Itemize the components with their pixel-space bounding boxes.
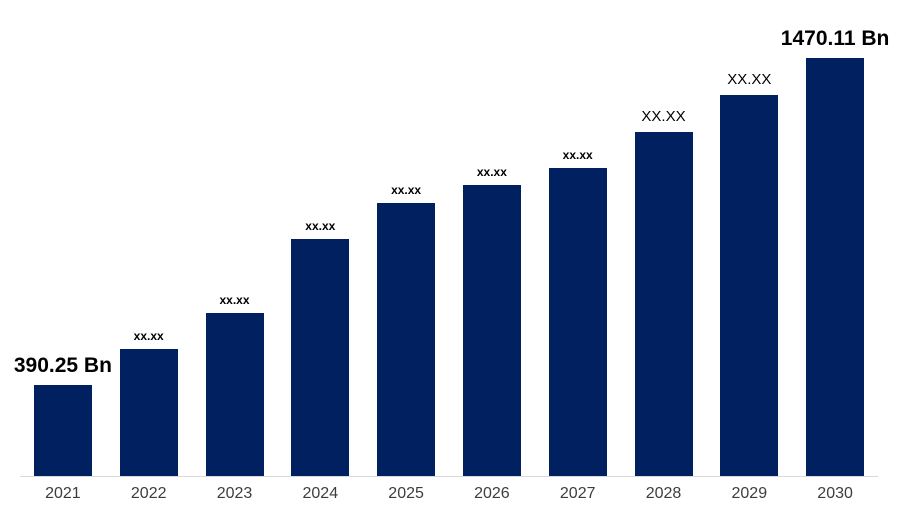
bar-2026 — [462, 185, 521, 476]
x-axis-tick-label: 2029 — [731, 485, 768, 502]
bar-2027 — [548, 168, 607, 476]
bar-2025 — [377, 203, 436, 476]
x-axis-tick-label: 2023 — [216, 485, 253, 502]
bar-value-label: xx.xx — [391, 182, 422, 197]
bar-2029 — [720, 95, 779, 476]
bar-value-label: XX.XX — [641, 107, 686, 125]
bar-2024 — [291, 239, 350, 476]
bar-2028 — [634, 132, 693, 476]
x-axis-tick-label: 2027 — [559, 485, 596, 502]
x-axis-tick-label: 2021 — [45, 485, 81, 502]
bar-value-label: XX.XX — [727, 70, 772, 88]
bar-2023 — [205, 313, 264, 476]
bar-2030 — [806, 58, 865, 476]
x-axis-tick-label: 2022 — [130, 485, 167, 502]
x-axis-tick-label: 2024 — [302, 485, 339, 502]
bar-value-label: xx.xx — [133, 328, 164, 343]
bar-value-label: xx.xx — [219, 292, 250, 307]
x-axis-line — [20, 476, 878, 477]
x-axis-tick-label: 2028 — [645, 485, 682, 502]
bar-value-label: 390.25 Bn — [13, 353, 112, 377]
bar-value-label: 1470.11 Bn — [780, 26, 890, 50]
x-axis-tick-label: 2030 — [817, 485, 853, 502]
bar-value-label: xx.xx — [476, 164, 507, 179]
bar-value-label: xx.xx — [305, 218, 336, 233]
bar-2022 — [119, 349, 178, 476]
x-axis-tick-label: 2026 — [474, 485, 510, 502]
x-axis-tick-label: 2025 — [388, 485, 424, 502]
bar-value-label: xx.xx — [562, 147, 593, 162]
bar-2021 — [33, 385, 92, 476]
